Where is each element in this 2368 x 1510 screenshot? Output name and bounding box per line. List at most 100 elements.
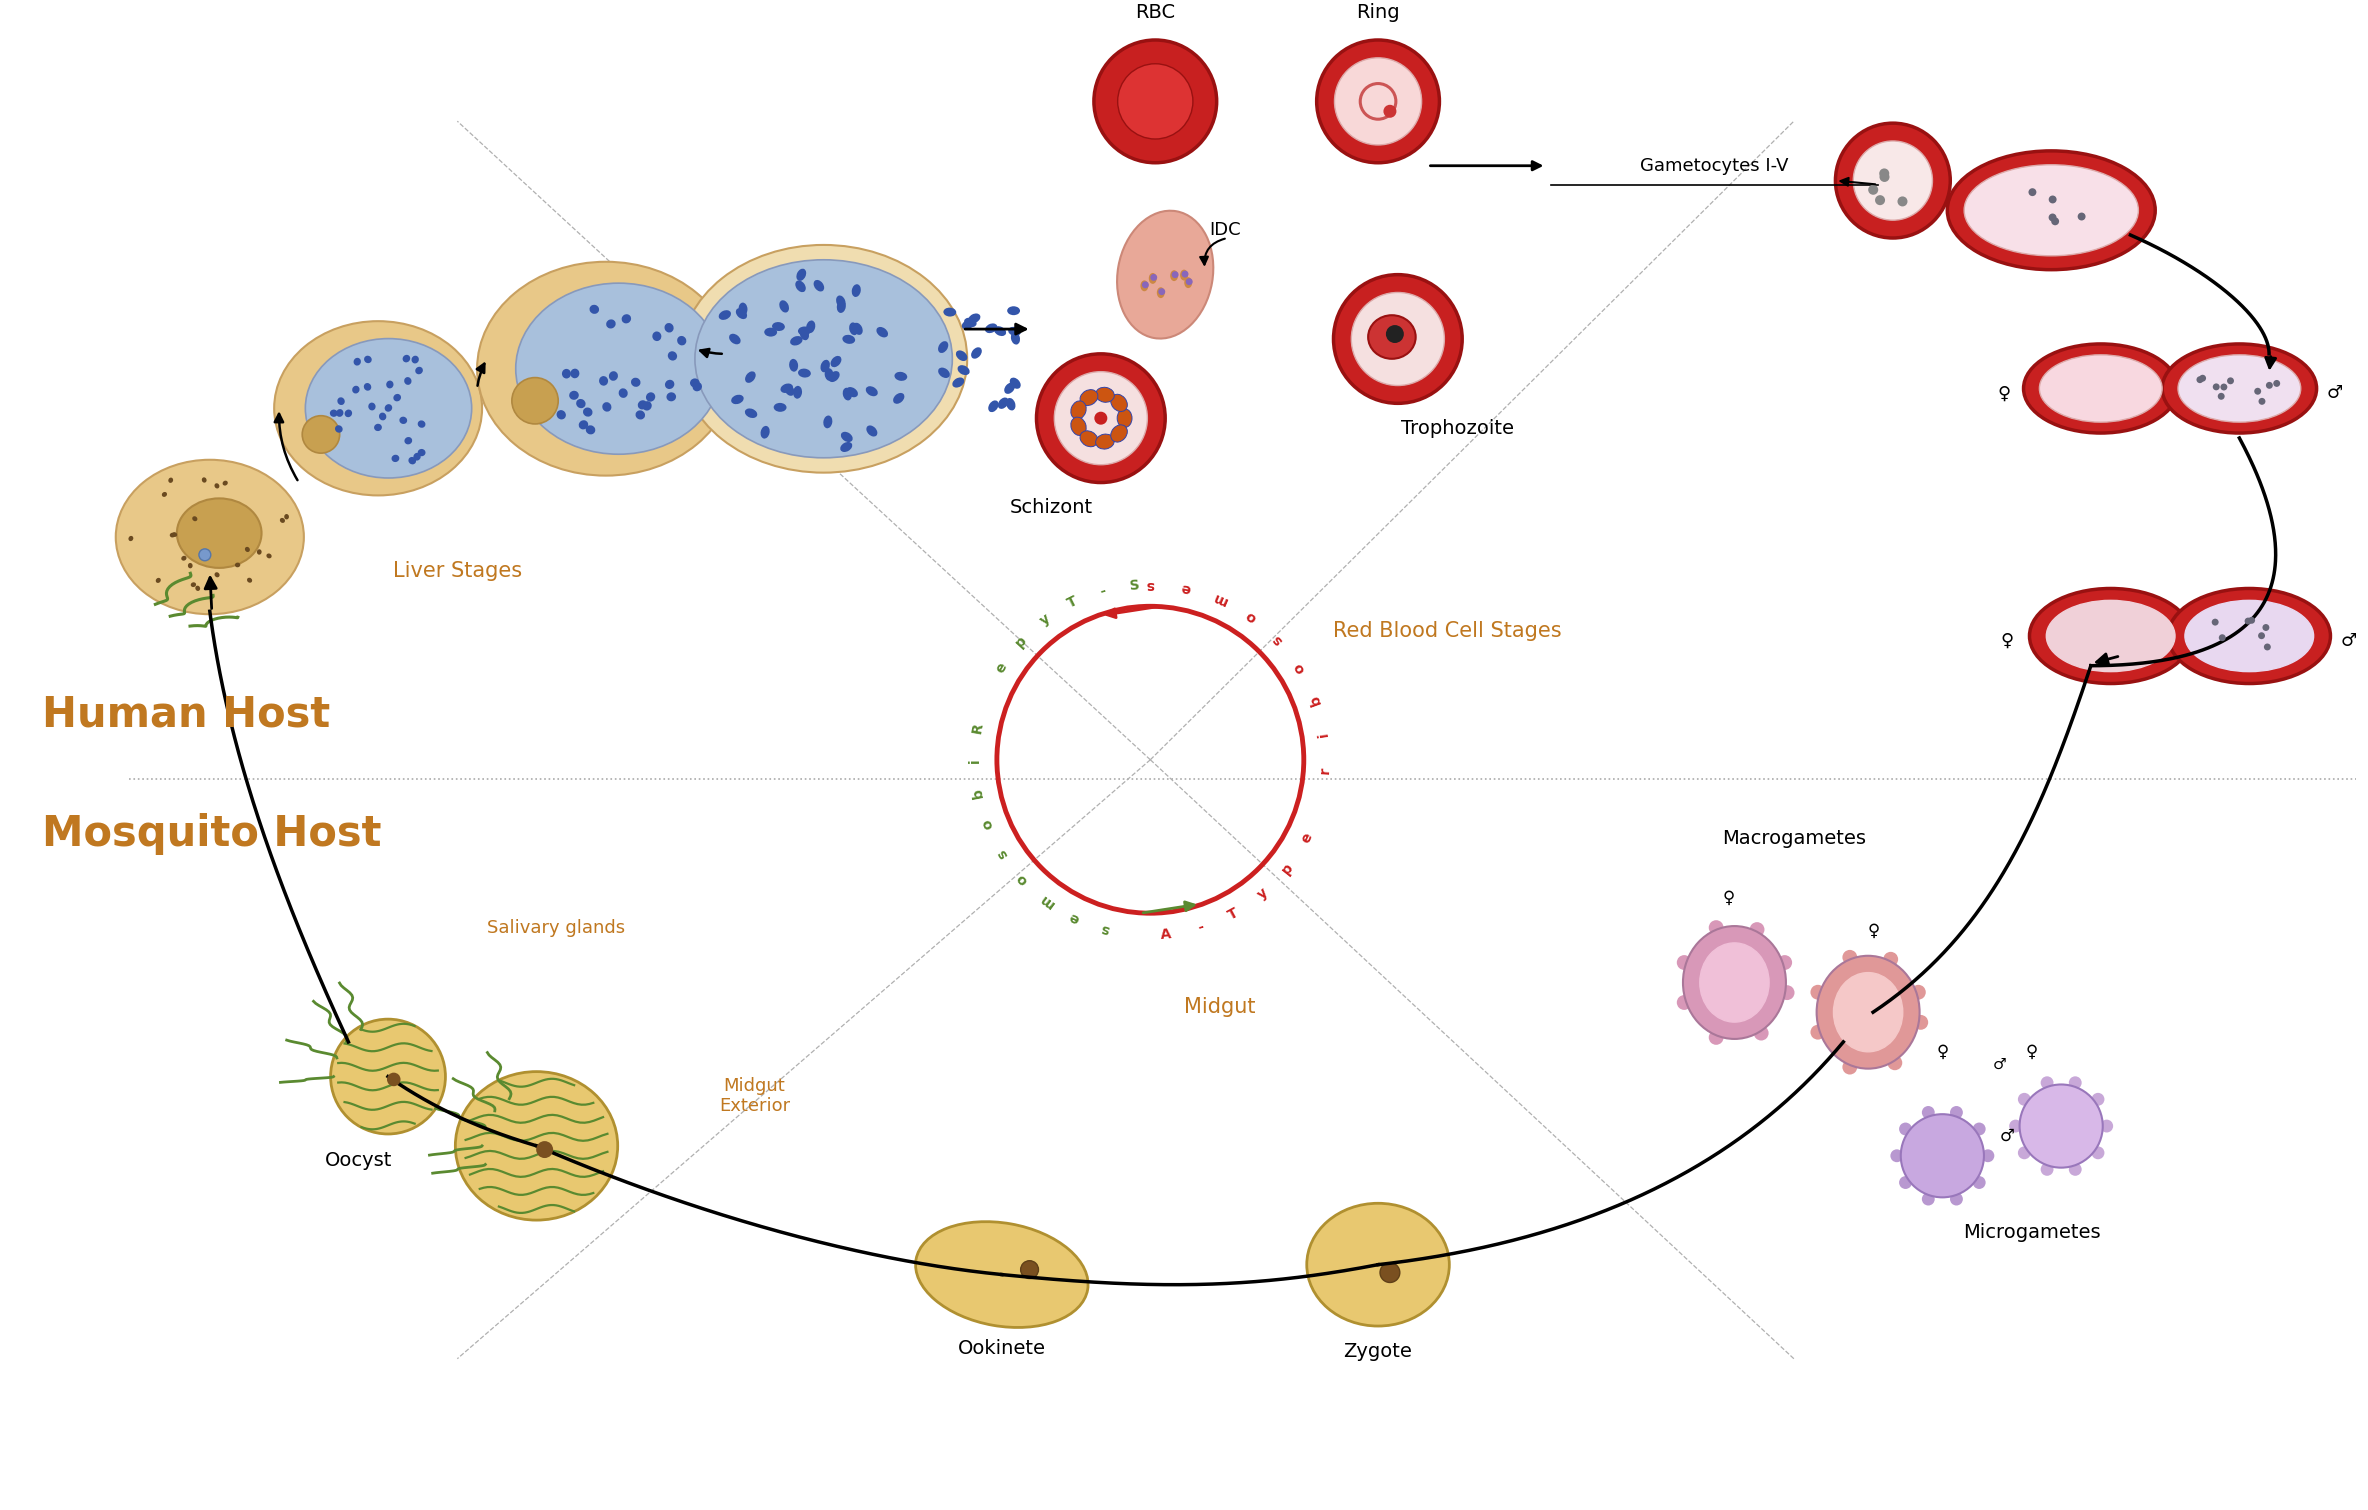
Ellipse shape [635,411,644,420]
Circle shape [2259,633,2266,639]
Text: RBC: RBC [1134,3,1175,21]
Ellipse shape [938,341,947,353]
Ellipse shape [414,453,422,461]
Text: p: p [1011,633,1030,651]
Ellipse shape [173,532,178,538]
Ellipse shape [952,378,964,388]
Ellipse shape [637,400,646,409]
Ellipse shape [845,387,857,397]
Ellipse shape [386,381,393,388]
Ellipse shape [346,409,353,417]
Circle shape [2221,384,2228,391]
Ellipse shape [824,415,831,429]
Text: p: p [1279,861,1295,877]
Ellipse shape [353,385,360,394]
Ellipse shape [407,458,417,465]
Ellipse shape [774,403,786,412]
Ellipse shape [843,335,855,344]
Ellipse shape [578,420,587,429]
Circle shape [1854,140,1932,220]
Ellipse shape [1184,278,1191,288]
Text: ♀: ♀ [1996,385,2010,403]
Circle shape [2261,624,2269,631]
Text: Human Host: Human Host [43,693,329,735]
Ellipse shape [850,323,857,335]
Ellipse shape [1009,378,1021,388]
Ellipse shape [1700,942,1769,1022]
Ellipse shape [2046,601,2176,672]
Ellipse shape [691,382,701,391]
Circle shape [2266,382,2273,388]
Circle shape [388,1074,400,1086]
Ellipse shape [1677,995,1691,1010]
Ellipse shape [961,320,973,329]
Ellipse shape [1080,430,1099,447]
Ellipse shape [334,426,343,433]
Ellipse shape [1923,1193,1935,1205]
Circle shape [2048,195,2055,204]
Ellipse shape [789,359,798,371]
Ellipse shape [781,384,793,393]
Ellipse shape [1369,316,1416,359]
Ellipse shape [836,300,845,313]
Ellipse shape [1006,307,1021,316]
Text: m: m [1037,891,1056,911]
Text: s: s [1269,631,1286,648]
Ellipse shape [829,371,841,382]
Text: e: e [1068,909,1082,926]
Ellipse shape [599,376,609,385]
Ellipse shape [729,334,741,344]
Ellipse shape [765,328,777,337]
Ellipse shape [1883,951,1899,966]
Ellipse shape [412,356,419,364]
Ellipse shape [336,397,346,405]
Ellipse shape [1710,920,1724,935]
Ellipse shape [128,536,133,541]
Ellipse shape [2041,1163,2053,1176]
Ellipse shape [987,400,999,412]
Text: IDC: IDC [1208,220,1241,239]
Ellipse shape [841,432,852,442]
Ellipse shape [1004,382,1016,394]
Ellipse shape [739,302,748,316]
Ellipse shape [2018,1093,2032,1105]
Ellipse shape [779,300,789,313]
Ellipse shape [831,356,841,367]
Text: ♂: ♂ [1999,1126,2015,1145]
Ellipse shape [2179,355,2302,423]
Text: Salivary glands: Salivary glands [488,918,625,936]
Text: r: r [1319,766,1333,773]
Ellipse shape [2025,344,2179,433]
Ellipse shape [852,284,862,297]
Text: s: s [995,846,1011,861]
Text: Ring: Ring [1357,3,1399,21]
Ellipse shape [284,513,289,519]
Ellipse shape [630,378,639,387]
Text: e: e [1179,580,1191,596]
Circle shape [1899,198,1906,205]
Ellipse shape [1816,956,1920,1069]
Circle shape [1096,412,1106,424]
Circle shape [511,378,559,424]
Text: Liver Stages: Liver Stages [393,562,521,581]
Circle shape [1336,57,1421,145]
Ellipse shape [819,359,829,373]
Circle shape [2219,634,2226,642]
Ellipse shape [680,245,966,473]
Ellipse shape [234,563,239,568]
Ellipse shape [677,335,687,346]
Ellipse shape [1890,1149,1904,1163]
Ellipse shape [867,387,879,396]
Ellipse shape [2162,344,2316,433]
Ellipse shape [796,281,805,291]
Circle shape [2051,217,2060,225]
Circle shape [2077,213,2086,220]
Ellipse shape [1141,281,1148,291]
Ellipse shape [1011,332,1021,344]
Ellipse shape [772,322,784,331]
Text: A: A [1160,927,1172,942]
Ellipse shape [369,403,377,411]
Ellipse shape [606,320,616,329]
Ellipse shape [938,367,950,378]
Ellipse shape [2169,589,2330,684]
